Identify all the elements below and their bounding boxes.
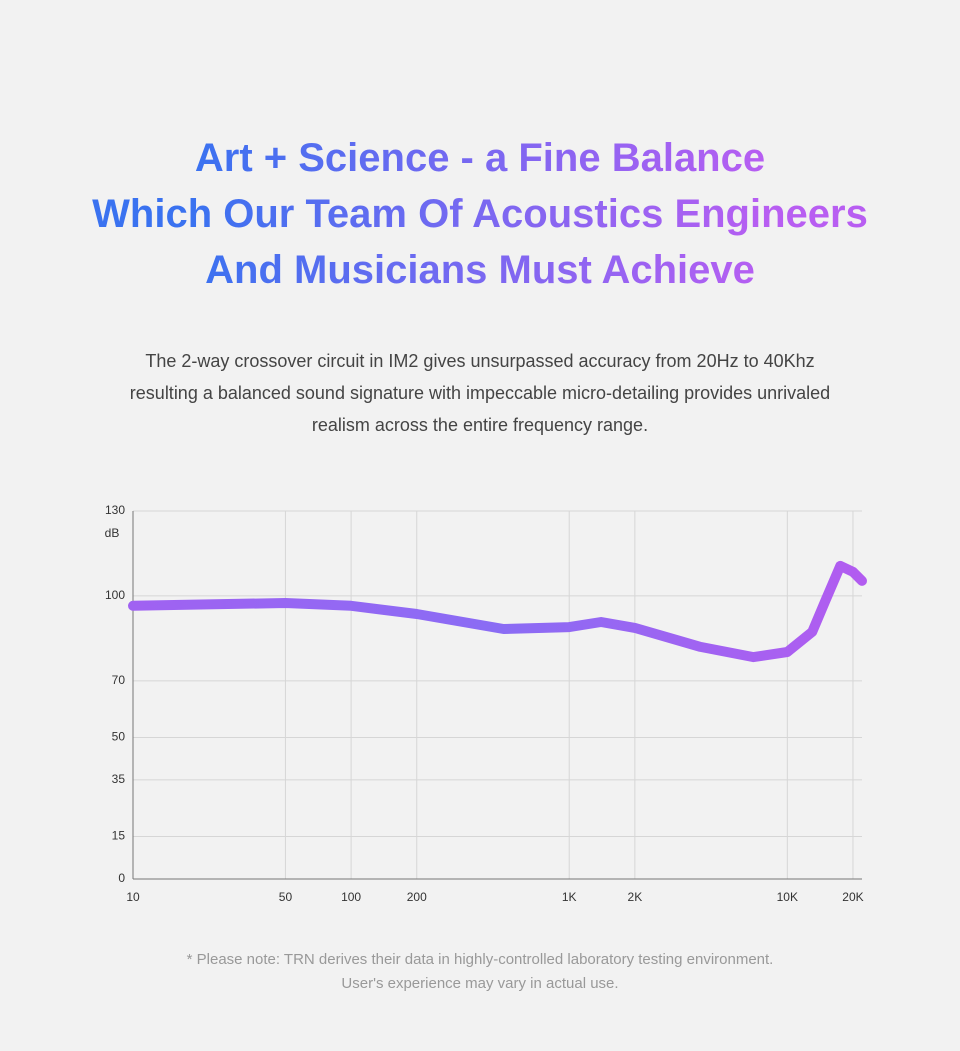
y-tick-label: 70 xyxy=(112,673,126,687)
note: * Please note: TRN derives their data in… xyxy=(186,951,774,968)
x-tick-label: 10 xyxy=(126,890,140,904)
y-tick-label: 15 xyxy=(112,829,126,843)
x-tick-label: 50 xyxy=(279,890,293,904)
response-curve xyxy=(128,560,867,663)
x-tick-label: 100 xyxy=(341,890,361,904)
headline: Which Our Team Of Acoustics Engineers xyxy=(0,186,960,242)
intro-text: resulting a balanced sound signature wit… xyxy=(129,383,831,403)
note: User's experience may vary in actual use… xyxy=(341,975,619,992)
y-tick-label: 50 xyxy=(112,730,126,744)
y-axis-label: dB xyxy=(105,526,120,540)
y-tick-label: 0 xyxy=(118,871,125,885)
x-tick-label: 10K xyxy=(777,890,798,904)
headline: Art + Science - a Fine Balance xyxy=(0,130,960,186)
x-tick-label: 200 xyxy=(407,890,427,904)
headline: And Musicians Must Achieve xyxy=(0,242,960,298)
y-tick-label: 35 xyxy=(112,772,126,786)
intro-text: realism across the entire frequency rang… xyxy=(311,415,649,435)
intro-text: The 2-way crossover circuit in IM2 gives… xyxy=(145,351,815,371)
y-tick-label: 130 xyxy=(105,503,125,517)
x-tick-label: 2K xyxy=(628,890,643,904)
y-tick-label: 100 xyxy=(105,588,125,602)
x-tick-label: 20K xyxy=(842,890,863,904)
x-tick-label: 1K xyxy=(562,890,577,904)
